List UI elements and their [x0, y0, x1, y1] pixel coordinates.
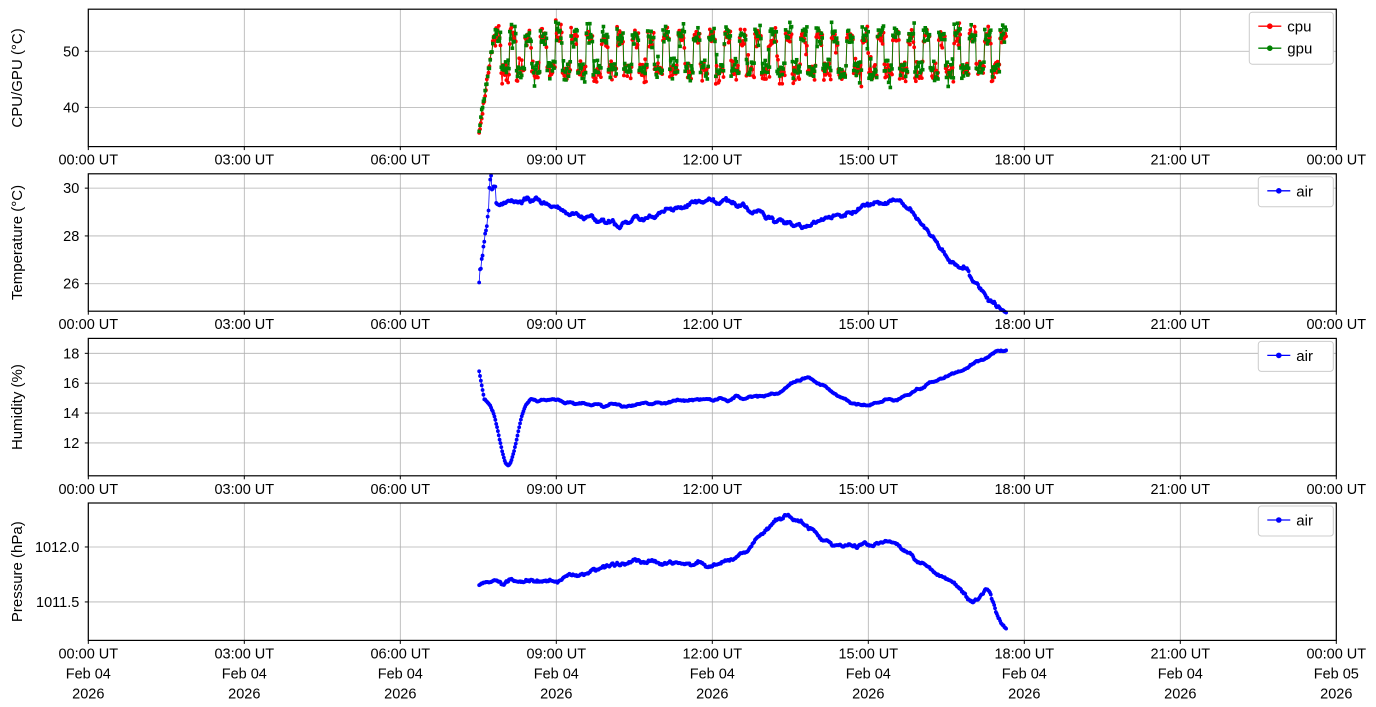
svg-text:15:00 UT: 15:00 UT — [838, 153, 898, 169]
svg-text:Humidity (%): Humidity (%) — [9, 364, 26, 450]
svg-text:12:00 UT: 12:00 UT — [682, 317, 742, 333]
svg-text:26: 26 — [63, 277, 79, 293]
svg-text:cpu: cpu — [1287, 19, 1311, 36]
svg-text:2026: 2026 — [1008, 686, 1040, 702]
svg-text:00:00 UT: 00:00 UT — [58, 317, 118, 333]
svg-text:16: 16 — [63, 376, 79, 392]
svg-text:2026: 2026 — [384, 686, 416, 702]
svg-text:09:00 UT: 09:00 UT — [526, 482, 586, 498]
svg-text:2026: 2026 — [228, 686, 260, 702]
svg-text:06:00 UT: 06:00 UT — [370, 153, 430, 169]
svg-text:12: 12 — [63, 436, 79, 452]
svg-text:CPU/GPU (°C): CPU/GPU (°C) — [9, 28, 26, 127]
svg-text:Feb 04: Feb 04 — [534, 666, 579, 682]
svg-text:00:00 UT: 00:00 UT — [58, 153, 118, 169]
svg-text:12:00 UT: 12:00 UT — [682, 646, 742, 662]
svg-text:18:00 UT: 18:00 UT — [994, 317, 1054, 333]
svg-text:Feb 04: Feb 04 — [222, 666, 267, 682]
svg-text:1012.0: 1012.0 — [35, 540, 79, 556]
svg-text:28: 28 — [63, 229, 79, 245]
svg-text:18: 18 — [63, 346, 79, 362]
svg-text:air: air — [1296, 513, 1313, 530]
svg-text:06:00 UT: 06:00 UT — [370, 317, 430, 333]
svg-text:00:00 UT: 00:00 UT — [1306, 317, 1366, 333]
svg-text:15:00 UT: 15:00 UT — [838, 646, 898, 662]
svg-text:air: air — [1296, 183, 1313, 200]
svg-text:00:00 UT: 00:00 UT — [58, 482, 118, 498]
svg-text:2026: 2026 — [696, 686, 728, 702]
svg-text:air: air — [1296, 348, 1313, 365]
svg-text:18:00 UT: 18:00 UT — [994, 482, 1054, 498]
svg-text:2026: 2026 — [1164, 686, 1196, 702]
svg-text:21:00 UT: 21:00 UT — [1150, 482, 1210, 498]
svg-text:03:00 UT: 03:00 UT — [214, 317, 274, 333]
svg-text:gpu: gpu — [1287, 41, 1312, 58]
svg-text:12:00 UT: 12:00 UT — [682, 153, 742, 169]
svg-text:18:00 UT: 18:00 UT — [994, 153, 1054, 169]
svg-text:09:00 UT: 09:00 UT — [526, 153, 586, 169]
svg-text:Pressure (hPa): Pressure (hPa) — [9, 521, 26, 622]
svg-text:03:00 UT: 03:00 UT — [214, 646, 274, 662]
svg-text:Feb 04: Feb 04 — [1002, 666, 1047, 682]
svg-text:2026: 2026 — [72, 686, 104, 702]
svg-text:Temperature (°C): Temperature (°C) — [9, 185, 26, 300]
svg-text:03:00 UT: 03:00 UT — [214, 153, 274, 169]
svg-text:Feb 04: Feb 04 — [846, 666, 891, 682]
svg-text:03:00 UT: 03:00 UT — [214, 482, 274, 498]
svg-text:00:00 UT: 00:00 UT — [1306, 482, 1366, 498]
svg-text:50: 50 — [63, 44, 79, 60]
svg-text:Feb 04: Feb 04 — [378, 666, 423, 682]
svg-text:06:00 UT: 06:00 UT — [370, 646, 430, 662]
svg-text:15:00 UT: 15:00 UT — [838, 317, 898, 333]
svg-text:1011.5: 1011.5 — [36, 595, 79, 611]
svg-text:09:00 UT: 09:00 UT — [526, 317, 586, 333]
svg-text:21:00 UT: 21:00 UT — [1150, 646, 1210, 662]
svg-text:30: 30 — [63, 181, 79, 197]
svg-text:Feb 05: Feb 05 — [1314, 666, 1359, 682]
svg-text:06:00 UT: 06:00 UT — [370, 482, 430, 498]
svg-text:18:00 UT: 18:00 UT — [994, 646, 1054, 662]
svg-text:Feb 04: Feb 04 — [66, 666, 111, 682]
svg-text:21:00 UT: 21:00 UT — [1150, 317, 1210, 333]
svg-text:15:00 UT: 15:00 UT — [838, 482, 898, 498]
svg-text:09:00 UT: 09:00 UT — [526, 646, 586, 662]
svg-text:2026: 2026 — [1320, 686, 1352, 702]
svg-text:21:00 UT: 21:00 UT — [1150, 153, 1210, 169]
svg-text:00:00 UT: 00:00 UT — [1306, 153, 1366, 169]
svg-text:Feb 04: Feb 04 — [1158, 666, 1203, 682]
svg-text:2026: 2026 — [540, 686, 572, 702]
svg-text:2026: 2026 — [852, 686, 884, 702]
svg-text:40: 40 — [63, 100, 79, 116]
svg-text:14: 14 — [63, 406, 79, 422]
svg-text:00:00 UT: 00:00 UT — [1306, 646, 1366, 662]
svg-text:00:00 UT: 00:00 UT — [58, 646, 118, 662]
svg-text:Feb 04: Feb 04 — [690, 666, 735, 682]
svg-text:12:00 UT: 12:00 UT — [682, 482, 742, 498]
